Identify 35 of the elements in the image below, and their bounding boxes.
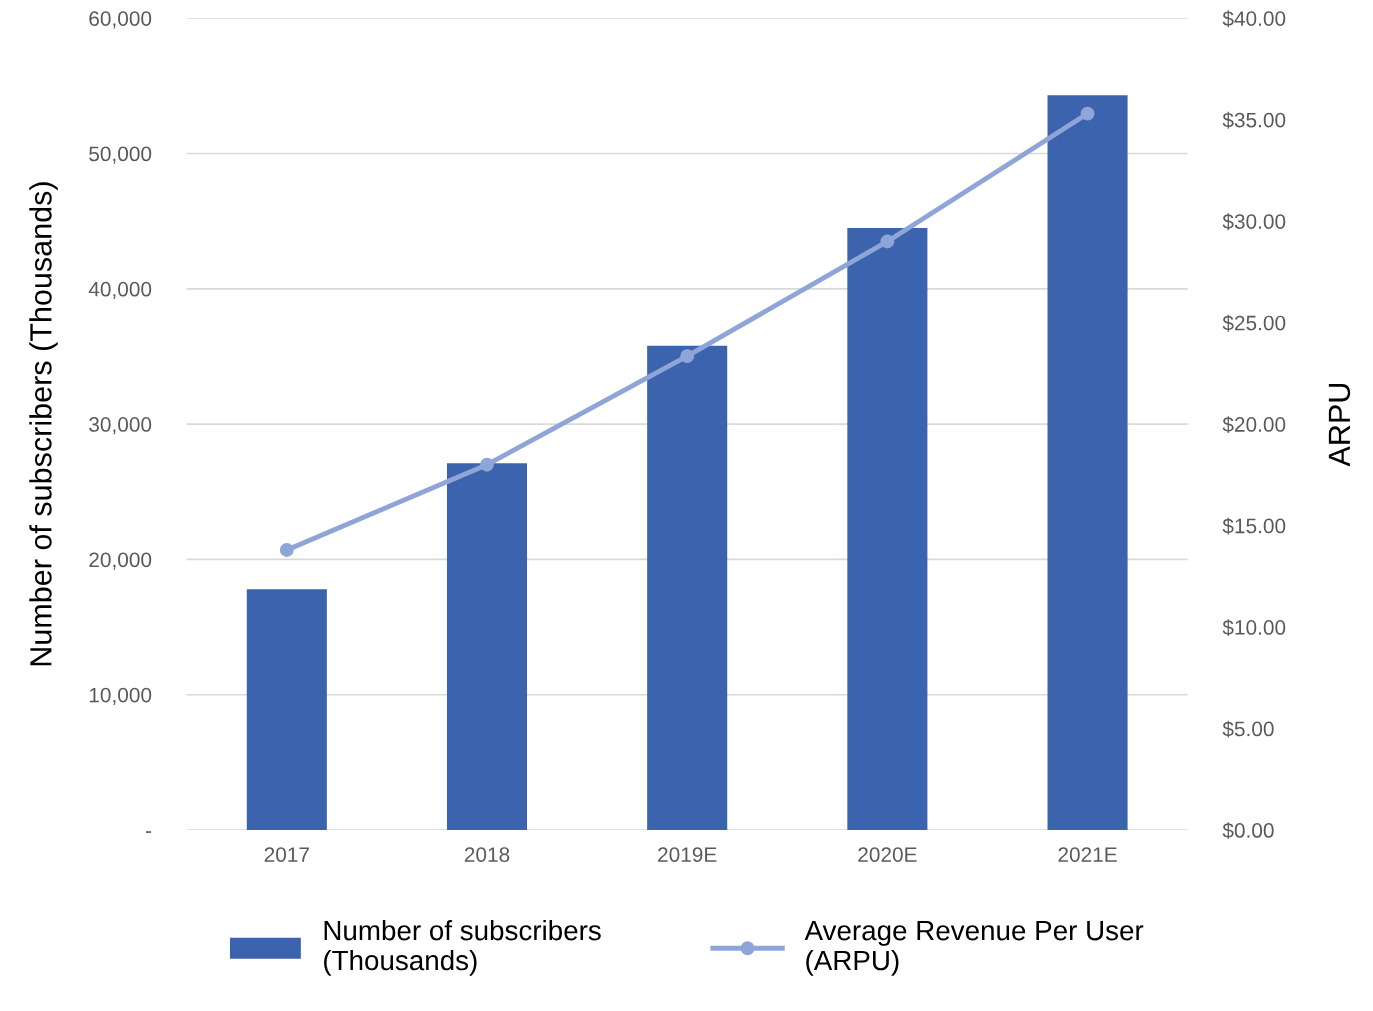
legend-label: Number of subscribers (Thousands): [324, 919, 601, 976]
point: [1080, 106, 1095, 121]
y-tick-label: 20,000: [89, 552, 152, 570]
point: [279, 543, 294, 557]
bar: [647, 345, 728, 831]
y-tick-label: 60,000: [89, 11, 152, 29]
x-tick-label: 2021E: [1058, 847, 1117, 862]
y2-tick-label: $30.00: [1222, 213, 1286, 231]
x-tick-label: 2017: [264, 847, 309, 862]
point: [680, 349, 695, 364]
y-tick-label: 40,000: [88, 281, 152, 300]
bar: [847, 227, 928, 831]
x-tick-label: 2019E: [658, 847, 717, 862]
bar: [1047, 95, 1128, 831]
point: [480, 457, 494, 472]
y2-tick-label: $40.00: [1222, 10, 1286, 28]
y-tick-label: -: [145, 831, 152, 833]
y2-tick-label: $35.00: [1222, 111, 1286, 129]
bar: [246, 589, 327, 831]
legend-label: Average Revenue Per User (ARPU): [804, 921, 1144, 976]
y-tick-label: 50,000: [89, 146, 152, 164]
point: [880, 234, 895, 249]
y-tick-label: 10,000: [89, 687, 152, 705]
y2-tick-label: $5.00: [1222, 720, 1274, 738]
y-axis-title: Number of subscribers (Thousands): [29, 182, 58, 666]
y2-tick-label: $15.00: [1222, 517, 1286, 535]
y2-axis-title: ARPU: [1328, 384, 1351, 467]
y2-tick-label: $10.00: [1222, 619, 1286, 637]
y2-tick-label: $25.00: [1222, 314, 1286, 332]
bar: [446, 463, 528, 831]
x-tick-label: 2020E: [858, 847, 917, 862]
x-tick-label: 2018: [464, 847, 510, 862]
y-tick-label: 30,000: [89, 417, 152, 435]
y2-tick-label: $20.00: [1222, 416, 1286, 434]
y2-tick-label: $0.00: [1222, 822, 1274, 840]
